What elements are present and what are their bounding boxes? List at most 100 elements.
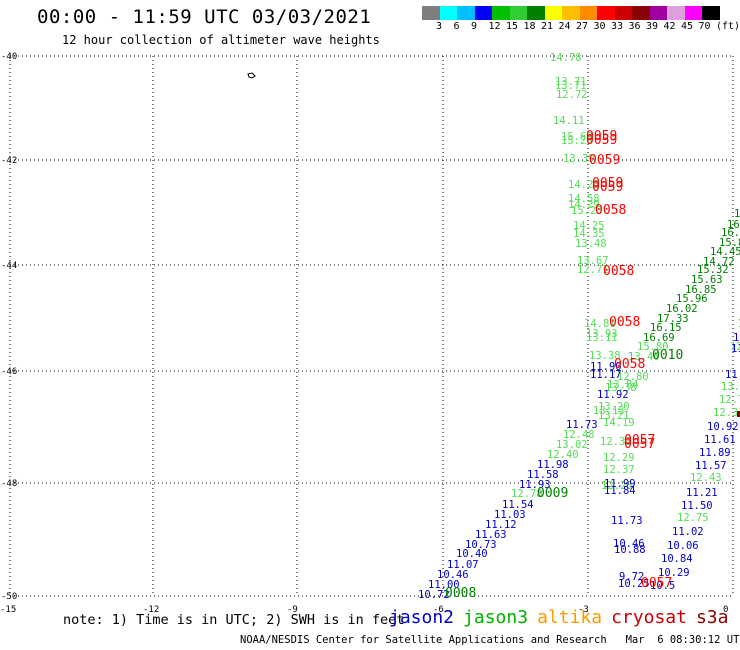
wave-height-value: 11.73 [611,515,643,527]
wave-height-value: 16.0 [727,219,740,231]
wave-height-value: 14.72 [703,256,735,268]
wave-height-value: 13.38 [605,382,637,394]
wave-height-value: 12.43 [690,472,722,484]
wave-height-value: 17.33 [657,313,689,325]
map-subtitle: 12 hour collection of altimeter wave hei… [62,33,380,47]
pass-time-code: 0058 [595,203,626,218]
wave-height-value: 13.39 [563,153,595,165]
wave-height-value: 12.29 [603,452,635,464]
wave-height-value: 11.12 [485,519,517,531]
wave-height-value: 14.11 [553,115,585,127]
wave-height-value: 13.48 [575,238,607,250]
pass-time-code: 0059 [589,153,620,168]
wave-height-value: 11.61 [704,434,736,446]
wave-height-value: 10.92 [707,421,739,433]
wave-height-value: 15.96 [676,293,708,305]
legend-label: (ft) [716,21,740,32]
wave-height-value: 14.29 [568,199,600,211]
wave-height-value: 14.78 [550,52,582,64]
pass-time-code: 0058 [603,264,634,279]
satellite-name: cryosat [611,607,687,628]
satellite-name: altika [537,607,603,628]
wave-height-value: 14.35 [573,228,605,240]
wave-height-value: 11.92 [597,389,629,401]
wave-height-value: 16.12 [721,227,740,239]
legend-label: 12 [488,21,501,32]
legend-swatch [474,6,492,20]
legend-label: 24 [558,21,571,32]
pass-time-code: 0058 [609,315,640,330]
wave-height-value: 12.40 [547,449,579,461]
wave-height-value: 11.02 [672,526,704,538]
wave-height-value: 16.15 [650,322,682,334]
wave-height-value: 11.84 [604,485,636,497]
wave-height-value: 11.50 [681,500,713,512]
wave-height-value: 11.58 [527,469,559,481]
legend-swatch [649,6,667,20]
wave-height-value: 13.93 [586,328,618,340]
wave-height-value: 11. [733,332,740,344]
legend-swatch [579,6,597,20]
wave-height-value: 16.02 [666,303,698,315]
wave-height-value: 13.20 [598,401,630,413]
wave-height-value: 10.29 [658,567,690,579]
legend-swatch [562,6,580,20]
wave-height-value: 11.03 [494,509,526,521]
wave-height-value: 12.8 [730,341,740,353]
wave-height-value: 16.69 [643,332,675,344]
wave-height-value: 9.72 [619,571,644,583]
latitude-label: -50 [1,592,17,602]
legend-swatch [684,6,702,20]
legend-swatch [509,6,527,20]
wave-height-value: 10.88 [614,544,646,556]
pass-time-code: 0009 [537,486,568,501]
pass-time-code: 0059 [586,133,617,148]
pass-time-code: 0058 [614,357,645,372]
satellite-name: s3a [695,607,729,628]
legend-label: 33 [611,21,624,32]
legend-label: 36 [628,21,641,32]
wave-height-value: 14.19 [603,417,635,429]
wave-height-value: 15.63 [691,274,723,286]
edge-marker [737,411,740,417]
satellite-name: jason3 [463,607,529,628]
legend-label: 6 [453,21,460,32]
wave-height-value: 12.33 [713,407,740,419]
legend-label: 15 [506,21,519,32]
wave-height-value: 14. [738,318,740,330]
axis-labels: -40 -42 -44 -46 -48 -50 -15 -12 -9 -6 -3 0 [0,52,728,615]
pass-time-code: 0010 [652,348,683,363]
wave-height-value: 12.72 [556,89,588,101]
map-grid [9,55,734,597]
latitude-label: -42 [1,156,17,166]
wave-height-value: 11.98 [537,459,569,471]
wave-height-value: 11.72 [725,369,740,381]
wave-height-value: 13.09 [721,381,740,393]
map-title: 00:00 - 11:59 UTC 03/03/2021 [37,6,372,28]
wave-height-value: 12.75 [677,512,709,524]
wave-height-value: 10.84 [661,553,693,565]
wave-height-value: 10.73 [465,539,497,551]
legend-swatch [457,6,475,20]
wave-height-value: 11.21 [686,487,718,499]
pass-time-codes: 0059005900590059005900580058005800580057… [445,129,683,601]
wave-height-value: 13.84 [607,379,639,391]
pass-time-code: 0057 [641,576,672,591]
wave-height-value: 13.38 [589,350,621,362]
wave-height-value: 12.71 [577,264,609,276]
legend-label: 30 [593,21,606,32]
legend-label: 18 [523,21,536,32]
wave-height-value: 10.5 [650,580,675,592]
legend-label: 39 [646,21,659,32]
wave-height-value: 14.45 [710,246,740,258]
legend-swatch [492,6,510,20]
wave-height-value: 12.23 [601,480,633,492]
wave-height-value: 10.25 [618,578,650,590]
wave-height-value: 12.37 [603,464,635,476]
wave-height-value: 10.06 [667,540,699,552]
legend-label: 9 [471,21,478,32]
wave-height-value: 13.67 [577,255,609,267]
longitude-label: -3 [578,605,589,615]
longitude-label: 0 [723,605,728,615]
